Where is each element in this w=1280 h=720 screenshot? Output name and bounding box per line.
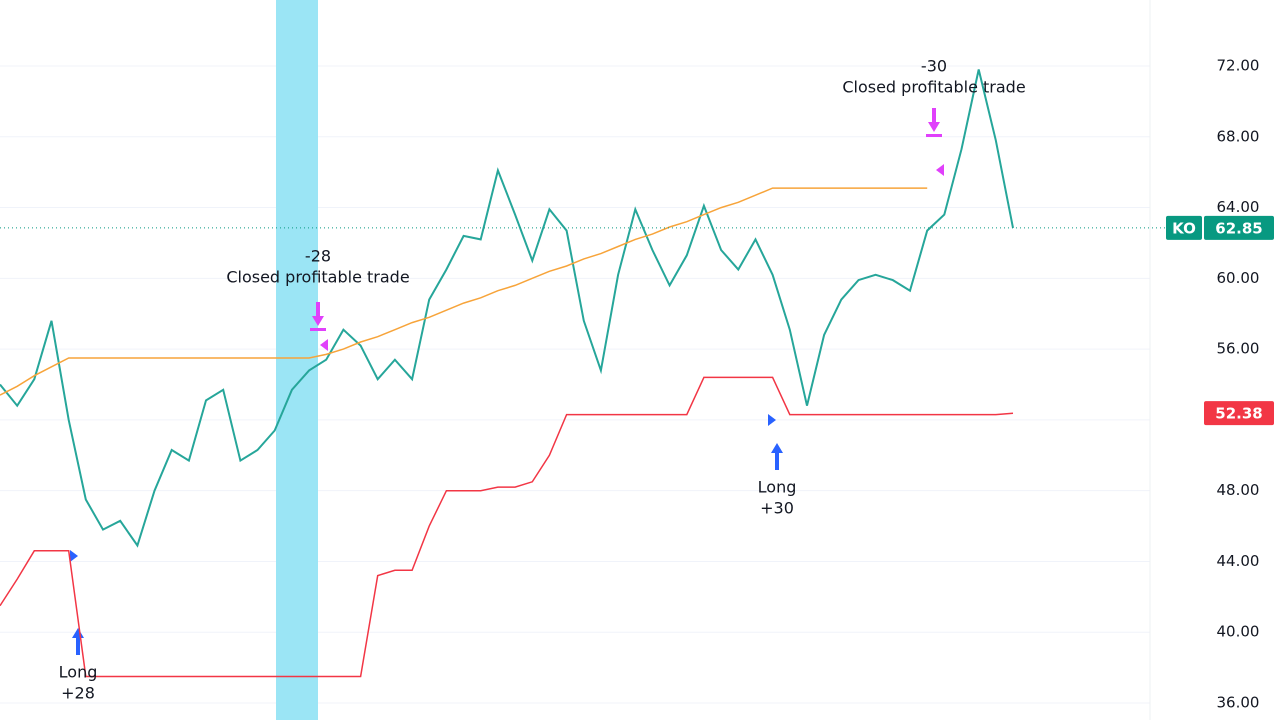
trade-label: -28 bbox=[305, 247, 331, 266]
symbol-label: KO bbox=[1172, 219, 1196, 237]
y-tick-label: 60.00 bbox=[1217, 269, 1260, 287]
exit-marker bbox=[936, 164, 944, 176]
y-tick-label: 36.00 bbox=[1217, 694, 1260, 712]
price-tag-label: 62.85 bbox=[1215, 219, 1262, 237]
highlight-band bbox=[276, 0, 318, 720]
y-tick-label: 44.00 bbox=[1217, 552, 1260, 570]
series-line bbox=[0, 187, 928, 396]
exit-arrow bbox=[926, 108, 942, 137]
long-arrow bbox=[771, 443, 783, 470]
price-tag bbox=[1204, 401, 1274, 426]
trade-label: Long bbox=[59, 663, 98, 682]
trade-label: +30 bbox=[760, 499, 794, 518]
y-tick-label: 64.00 bbox=[1217, 198, 1260, 216]
trade-label: Closed profitable trade bbox=[842, 78, 1025, 97]
y-tick-label: 56.00 bbox=[1217, 340, 1260, 358]
y-tick-label: 72.00 bbox=[1217, 57, 1260, 75]
trade-label: -30 bbox=[921, 57, 947, 76]
trade-label: Long bbox=[758, 478, 797, 497]
long-arrow bbox=[72, 628, 84, 655]
series-line bbox=[0, 69, 1014, 548]
exit-arrow bbox=[310, 302, 326, 331]
price-tag-label: 52.38 bbox=[1215, 405, 1262, 423]
y-tick-label: 40.00 bbox=[1217, 623, 1260, 641]
trade-label: Closed profitable trade bbox=[226, 268, 409, 287]
trade-label: +28 bbox=[61, 684, 95, 703]
exit-marker bbox=[320, 339, 328, 351]
price-tag bbox=[1204, 215, 1274, 240]
y-tick-label: 48.00 bbox=[1217, 481, 1260, 499]
entry-marker bbox=[70, 550, 78, 562]
trade-arrows bbox=[70, 108, 944, 655]
y-tick-label: 68.00 bbox=[1217, 127, 1260, 145]
series-line bbox=[0, 376, 1014, 678]
symbol-tag bbox=[1166, 215, 1202, 240]
entry-marker bbox=[768, 414, 776, 426]
